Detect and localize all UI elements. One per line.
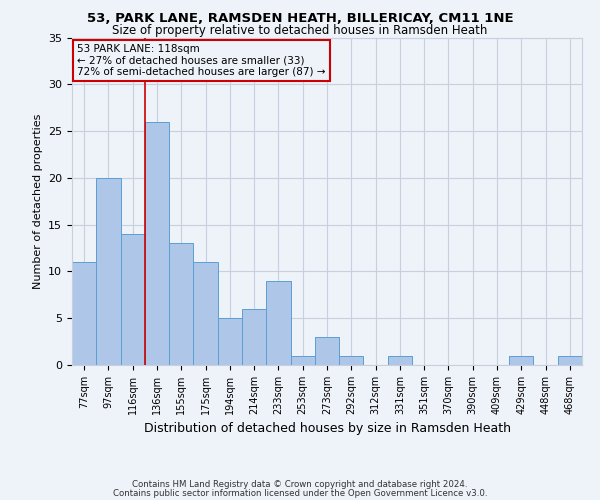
Text: Contains HM Land Registry data © Crown copyright and database right 2024.: Contains HM Land Registry data © Crown c… xyxy=(132,480,468,489)
Bar xyxy=(558,356,582,365)
X-axis label: Distribution of detached houses by size in Ramsden Heath: Distribution of detached houses by size … xyxy=(143,422,511,436)
Bar xyxy=(218,318,242,365)
Bar xyxy=(96,178,121,365)
Text: 53, PARK LANE, RAMSDEN HEATH, BILLERICAY, CM11 1NE: 53, PARK LANE, RAMSDEN HEATH, BILLERICAY… xyxy=(86,12,514,26)
Text: Contains public sector information licensed under the Open Government Licence v3: Contains public sector information licen… xyxy=(113,488,487,498)
Bar xyxy=(509,356,533,365)
Bar xyxy=(242,309,266,365)
Y-axis label: Number of detached properties: Number of detached properties xyxy=(32,114,43,289)
Bar xyxy=(266,281,290,365)
Bar xyxy=(121,234,145,365)
Text: Size of property relative to detached houses in Ramsden Heath: Size of property relative to detached ho… xyxy=(112,24,488,37)
Bar xyxy=(388,356,412,365)
Bar xyxy=(339,356,364,365)
Bar xyxy=(290,356,315,365)
Bar xyxy=(193,262,218,365)
Bar xyxy=(169,244,193,365)
Text: 53 PARK LANE: 118sqm
← 27% of detached houses are smaller (33)
72% of semi-detac: 53 PARK LANE: 118sqm ← 27% of detached h… xyxy=(77,44,326,77)
Bar xyxy=(72,262,96,365)
Bar xyxy=(315,337,339,365)
Bar xyxy=(145,122,169,365)
